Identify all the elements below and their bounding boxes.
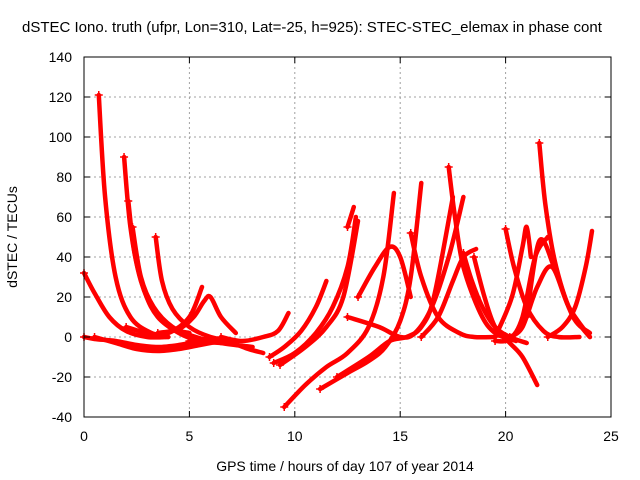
data-point (316, 385, 325, 393)
x-tick-label: 0 (80, 428, 88, 444)
data-point (90, 333, 99, 341)
x-tick-label: 5 (186, 428, 194, 444)
series-32-line (545, 228, 595, 340)
data-point (128, 223, 137, 231)
series-31-line (537, 140, 593, 336)
x-tick-label: 10 (287, 428, 303, 444)
series-7-line (92, 334, 224, 354)
data-point (354, 293, 363, 301)
y-tick-label: 100 (49, 129, 73, 145)
series-3-line (81, 270, 171, 340)
data-point (332, 373, 341, 381)
x-axis-label: GPS time / hours of day 107 of year 2014 (216, 458, 474, 474)
data-point (122, 323, 131, 331)
series-10-line (155, 293, 239, 336)
data-point (469, 253, 478, 261)
y-axis-label: dSTEC / TECUs (4, 186, 20, 288)
ticks: 0 5 10 15 20 25 -40 -20 0 20 40 60 80 100 120 140 (49, 49, 619, 444)
grid (84, 57, 611, 417)
y-tick-label: 20 (56, 289, 72, 305)
series-17-line (282, 190, 397, 410)
data-point (276, 361, 285, 369)
data-point (417, 333, 426, 341)
y-tick-label: 40 (56, 249, 72, 265)
data-point (343, 223, 352, 231)
data-point (151, 233, 160, 241)
data-point (185, 337, 194, 345)
series-group (80, 91, 595, 411)
y-tick-label: 120 (49, 89, 73, 105)
data-point (269, 359, 278, 367)
chart-title: dSTEC Iono. truth (ufpr, Lon=310, Lat=-2… (22, 19, 603, 36)
data-point (444, 163, 453, 171)
x-tick-label: 15 (392, 428, 408, 444)
data-point (406, 229, 415, 237)
data-point (265, 353, 274, 361)
series-26-line (471, 254, 540, 388)
series-22-line (408, 230, 498, 340)
x-tick-label: 20 (498, 428, 514, 444)
series-13-line (267, 278, 329, 360)
data-point (505, 333, 514, 341)
y-tick-label: -40 (52, 409, 72, 425)
data-point (522, 313, 531, 321)
series-33-line (492, 224, 534, 340)
data-point (120, 153, 129, 161)
series-5-line (126, 198, 224, 346)
data-point (535, 139, 544, 147)
y-tick-label: 0 (64, 329, 72, 345)
series-21-line (345, 194, 466, 340)
data-point (491, 333, 500, 341)
data-point (94, 91, 103, 99)
x-tick-label: 25 (603, 428, 619, 444)
series-15-line (277, 218, 361, 368)
y-tick-label: 80 (56, 169, 72, 185)
series-28-line (503, 226, 582, 340)
data-point (153, 329, 162, 337)
y-tick-label: 140 (49, 49, 73, 65)
data-point (459, 249, 468, 257)
series-11-line (187, 336, 266, 356)
data-point (501, 225, 510, 233)
data-point (217, 333, 226, 341)
y-tick-label: 60 (56, 209, 72, 225)
series-20-line (355, 244, 413, 300)
series-12-line (218, 310, 291, 344)
data-point (280, 403, 289, 411)
series-1-line (96, 92, 171, 340)
data-point (124, 197, 133, 205)
plot-frame (83, 56, 612, 418)
data-point (343, 313, 352, 321)
data-point (543, 333, 552, 341)
y-tick-label: -20 (52, 369, 72, 385)
